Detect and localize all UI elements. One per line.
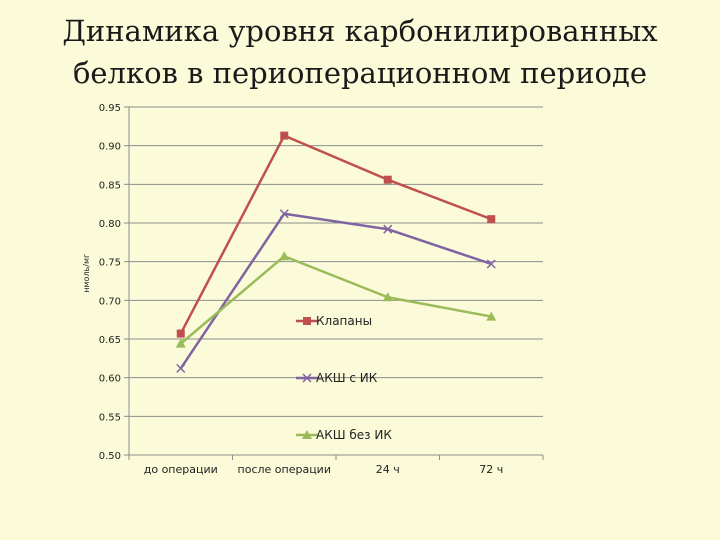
legend-marker-1: [303, 317, 311, 325]
data-point: [383, 175, 392, 184]
y-tick-label: 0.65: [99, 335, 121, 346]
data-point: [486, 259, 496, 269]
y-tick-label: 0.95: [99, 103, 121, 114]
y-tick-label: 0.60: [99, 374, 121, 385]
legend-marker-2: [302, 373, 312, 383]
legend-marker-3: [302, 430, 312, 439]
slide-title: Динамика уровня карбонилированных белков…: [0, 10, 720, 94]
x-tick-label: до операции: [144, 463, 218, 476]
y-tick-label: 0.55: [99, 412, 121, 423]
data-point: [176, 329, 185, 338]
series-line-3: [179, 255, 492, 345]
legend-label-3: АКШ без ИК: [316, 428, 392, 442]
legend-label-1: Клапаны: [316, 314, 372, 328]
data-point: [382, 292, 393, 302]
series-line-1: [179, 134, 492, 335]
y-axis-label: нмоль/мг: [82, 254, 91, 293]
title-line-1: Динамика уровня карбонилированных: [62, 14, 658, 48]
data-point: [279, 209, 289, 219]
x-tick-label: 24 ч: [376, 463, 400, 476]
data-point: [383, 224, 393, 234]
legend-label-2: АКШ с ИК: [316, 371, 378, 385]
y-tick-label: 0.85: [99, 180, 121, 191]
y-tick-label: 0.80: [99, 219, 121, 230]
x-tick-label: после операции: [238, 463, 331, 476]
y-tick-label: 0.50: [99, 451, 121, 462]
series-line-2: [179, 212, 492, 370]
data-point: [486, 311, 497, 321]
data-point: [487, 215, 496, 224]
x-tick-label: 72 ч: [479, 463, 503, 476]
data-point: [176, 363, 186, 373]
y-tick-label: 0.70: [99, 296, 121, 307]
data-point: [279, 251, 290, 261]
y-tick-label: 0.90: [99, 142, 121, 153]
y-tick-label: 0.75: [99, 258, 121, 269]
data-point: [280, 131, 289, 140]
data-point: [175, 338, 186, 348]
title-line-2: белков в периоперационном периоде: [72, 56, 648, 90]
